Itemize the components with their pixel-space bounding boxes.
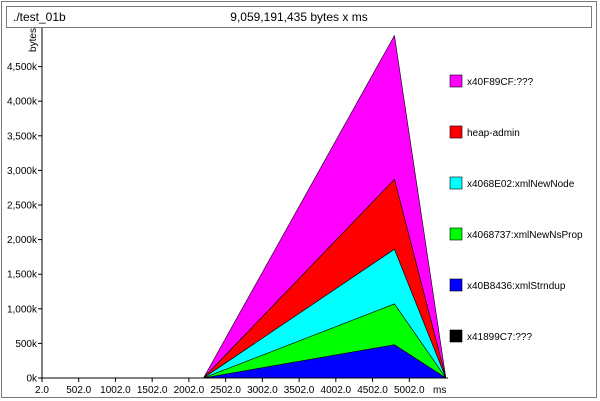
legend-swatch [449,278,463,292]
y-tick-label: 3,500k [7,131,38,142]
x-tick-label: 4502.0 [357,385,388,396]
title-bar: ./test_01b 9,059,191,435 bytes x ms [6,6,592,28]
legend-swatch [449,176,463,190]
y-tick-label: 500k [15,339,38,350]
legend-label: x4068737:xmlNewNsProp [467,230,583,241]
x-axis-label: ms [433,385,446,396]
legend-label: x40B8436:xmlStrndup [467,281,566,292]
x-tick-label: 3502.0 [284,385,315,396]
legend-swatch [449,125,463,139]
y-tick-label: 3,000k [7,166,38,177]
x-tick-label: 5002.0 [394,385,425,396]
x-tick-label: 2502.0 [210,385,241,396]
legend-swatch [449,227,463,241]
legend-swatch [449,329,463,343]
y-tick-label: 4,500k [7,62,38,73]
x-tick-label: 1002.0 [100,385,131,396]
y-axis-label: bytes [28,28,39,52]
x-tick-label: 2.0 [35,385,49,396]
y-tick-label: 2,000k [7,235,38,246]
program-name: ./test_01b [13,10,66,24]
x-tick-label: 4002.0 [321,385,352,396]
y-tick-label: 4,000k [7,97,38,108]
x-tick-label: 2002.0 [174,385,205,396]
y-tick-label: 1,000k [7,304,38,315]
total-usage: 9,059,191,435 bytes x ms [230,10,368,24]
legend-label: x41899C7:??? [467,332,532,343]
y-tick-label: 1,500k [7,270,38,281]
legend-label: x40F89CF:??? [467,77,534,88]
x-tick-label: 3002.0 [247,385,278,396]
y-tick-label: 0k [26,374,38,385]
x-tick-label: 502.0 [66,385,91,396]
y-tick-label: 2,500k [7,201,38,212]
legend-label: x4068E02:xmlNewNode [467,179,575,190]
legend-swatch [449,74,463,88]
legend-label: heap-admin [467,128,520,139]
x-tick-label: 1502.0 [137,385,168,396]
